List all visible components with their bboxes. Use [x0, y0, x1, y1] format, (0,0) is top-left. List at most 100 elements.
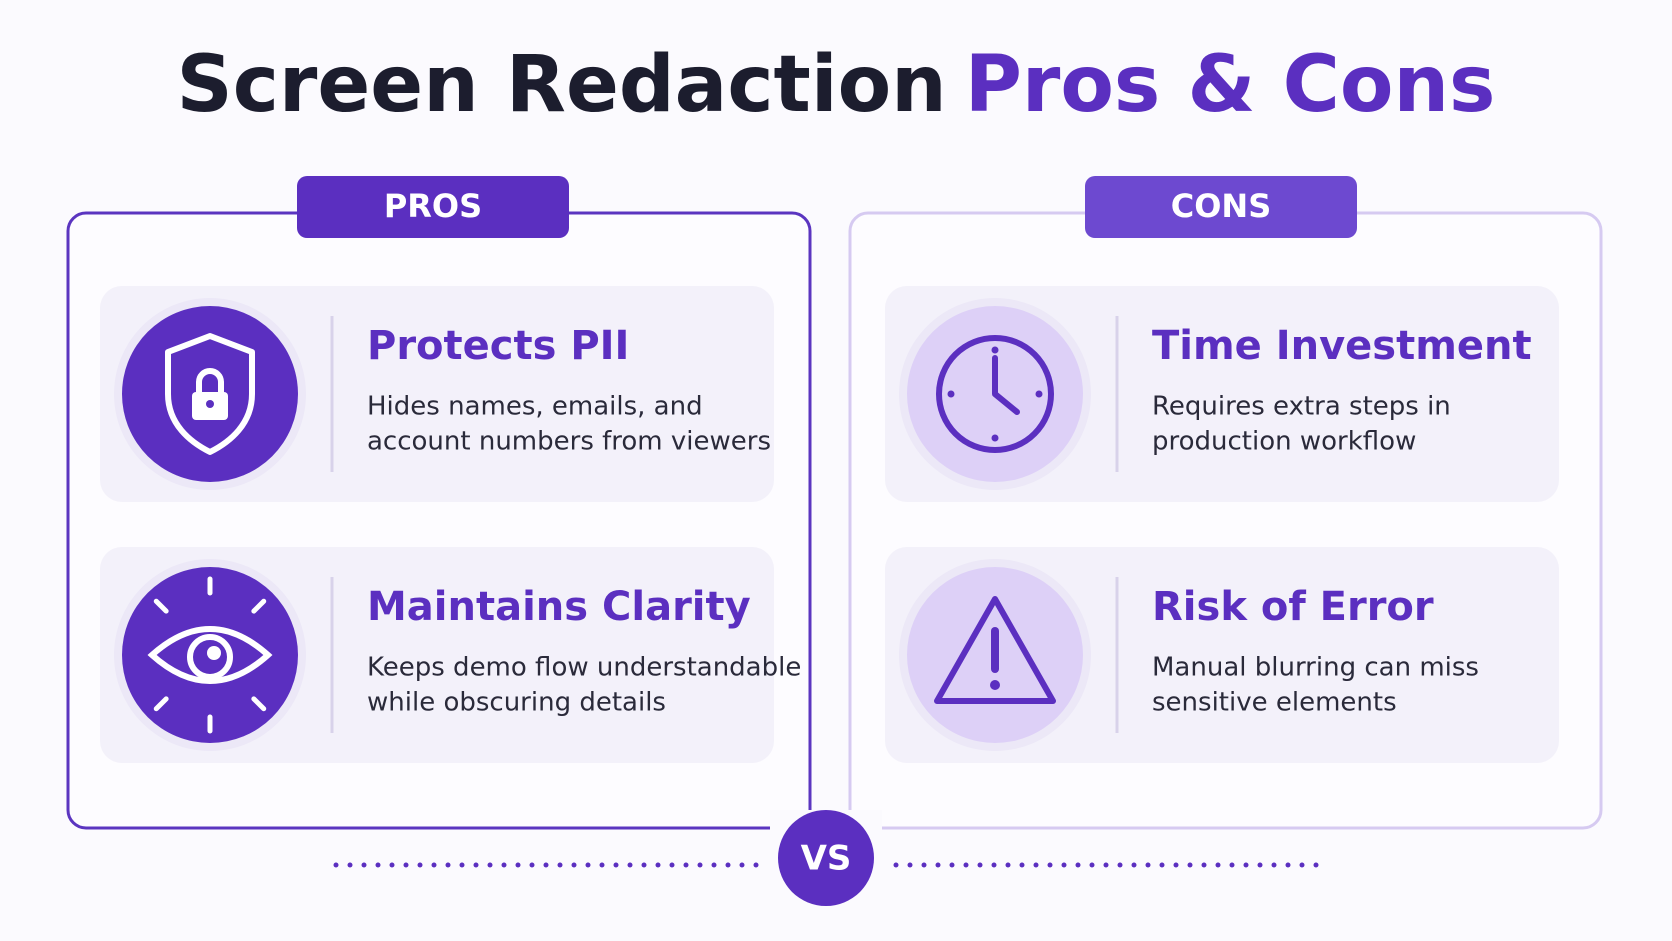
- item-description: Manual blurring can miss: [1152, 653, 1479, 683]
- dot: [1159, 862, 1165, 868]
- iris: [187, 634, 233, 680]
- title-part2: Pros & Cons: [965, 40, 1496, 130]
- dot: [487, 862, 493, 868]
- ray: [153, 696, 169, 712]
- keyhole: [206, 400, 214, 408]
- ray: [251, 598, 267, 614]
- item-description: Keeps demo flow understandable: [367, 653, 801, 683]
- dot: [739, 862, 745, 868]
- eye: [147, 626, 273, 684]
- dot: [1229, 862, 1235, 868]
- dot: [543, 862, 549, 868]
- dot: [613, 862, 619, 868]
- clock-dot: [947, 390, 955, 398]
- dot: [473, 862, 479, 868]
- clock-dot: [1035, 390, 1043, 398]
- dot: [1089, 862, 1095, 868]
- dot: [1285, 862, 1291, 868]
- icon: [165, 333, 255, 455]
- dot: [375, 862, 381, 868]
- clock-face: [936, 335, 1054, 453]
- tab: [1085, 176, 1357, 238]
- icon: [147, 576, 273, 734]
- dot: [1103, 862, 1109, 868]
- item-title: Time Investment: [1152, 323, 1532, 369]
- exclaim-dot: [990, 680, 1000, 690]
- item-title: Risk of Error: [1152, 584, 1434, 630]
- tab: [297, 176, 569, 238]
- dot: [1299, 862, 1305, 868]
- dot: [1019, 862, 1025, 868]
- dot: [711, 862, 717, 868]
- item-description: while obscuring details: [367, 688, 666, 718]
- dot: [389, 862, 395, 868]
- dot: [669, 862, 675, 868]
- shield: [165, 333, 255, 455]
- item-description: production workflow: [1152, 427, 1416, 457]
- dot: [501, 862, 507, 868]
- dot: [1145, 862, 1151, 868]
- title-part1: Screen Redaction: [177, 40, 947, 130]
- dot: [627, 862, 633, 868]
- clock-hands: [992, 355, 1020, 415]
- dot: [1271, 862, 1277, 868]
- icon: [934, 596, 1056, 704]
- dot: [1201, 862, 1207, 868]
- item-description: sensitive elements: [1152, 688, 1397, 718]
- dot: [599, 862, 605, 868]
- dot: [571, 862, 577, 868]
- item-title: Maintains Clarity: [367, 584, 751, 630]
- dot: [949, 862, 955, 868]
- dot: [977, 862, 983, 868]
- dot: [515, 862, 521, 868]
- tab-label: CONS: [1171, 187, 1272, 225]
- item-description: Hides names, emails, and: [367, 392, 703, 422]
- item-description: Requires extra steps in: [1152, 392, 1451, 422]
- dot: [991, 862, 997, 868]
- dot: [445, 862, 451, 868]
- dot: [459, 862, 465, 868]
- content: PROS Protects PII Hides names, emails, and…: [66, 176, 1603, 906]
- dot: [1075, 862, 1081, 868]
- dot: [655, 862, 661, 868]
- dot: [1313, 862, 1319, 868]
- clock-dot: [991, 434, 999, 442]
- icon: [936, 335, 1054, 453]
- dot: [753, 862, 759, 868]
- lock-shackle: [196, 368, 224, 392]
- clock-dot: [991, 346, 999, 354]
- triangle: [934, 596, 1056, 704]
- dot: [333, 862, 339, 868]
- dot: [1047, 862, 1053, 868]
- pupil: [207, 646, 221, 660]
- dot: [1131, 862, 1137, 868]
- dot: [683, 862, 689, 868]
- vs-label: VS: [801, 839, 852, 879]
- dot: [1117, 862, 1123, 868]
- dot: [417, 862, 423, 868]
- dot: [403, 862, 409, 868]
- dot: [963, 862, 969, 868]
- item-title: Protects PII: [367, 323, 629, 369]
- title: Screen Redaction Pros & Cons: [177, 40, 1496, 130]
- dot: [893, 862, 899, 868]
- dot: [1005, 862, 1011, 868]
- ray: [153, 598, 169, 614]
- vs-circle: [778, 810, 874, 906]
- dot: [1243, 862, 1249, 868]
- item-description: account numbers from viewers: [367, 427, 771, 457]
- dot: [725, 862, 731, 868]
- dot: [697, 862, 703, 868]
- dot: [529, 862, 535, 868]
- dot: [935, 862, 941, 868]
- dot: [907, 862, 913, 868]
- dot: [1257, 862, 1263, 868]
- dot: [361, 862, 367, 868]
- dot: [1215, 862, 1221, 868]
- dot: [347, 862, 353, 868]
- dot: [431, 862, 437, 868]
- dot: [1033, 862, 1039, 868]
- dot: [1061, 862, 1067, 868]
- dot: [557, 862, 563, 868]
